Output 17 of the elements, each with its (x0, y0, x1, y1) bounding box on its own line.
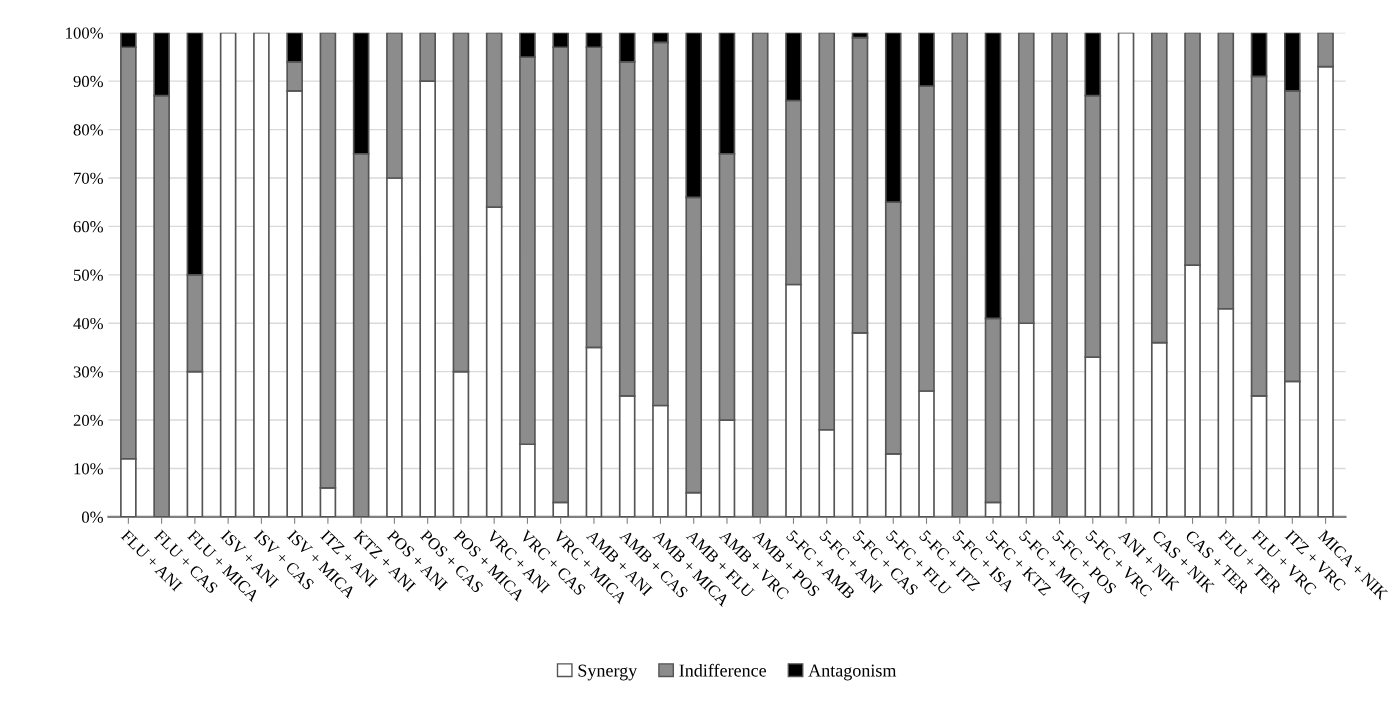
y-tick-label: 0% (81, 511, 103, 523)
y-tick-label: 80% (73, 124, 103, 136)
y-tick-label: 20% (73, 414, 103, 427)
legend-label: Antagonism (808, 664, 897, 681)
y-tick-label: 30% (73, 366, 103, 378)
y-tick-label: 100% (66, 27, 103, 39)
bar (1117, 32, 1135, 517)
bar (253, 32, 270, 517)
y-tick-label: 40% (73, 317, 103, 330)
y-tick-label: 10% (74, 463, 103, 475)
y-tick-label: 60% (73, 221, 103, 233)
y-tick-label: 70% (74, 172, 103, 184)
y-tick-label: 90% (73, 75, 103, 88)
bar (219, 32, 237, 517)
legend-label: Synergy (578, 664, 638, 681)
y-tick-label: 50% (73, 269, 103, 281)
legend-label: Indifference (679, 663, 767, 677)
